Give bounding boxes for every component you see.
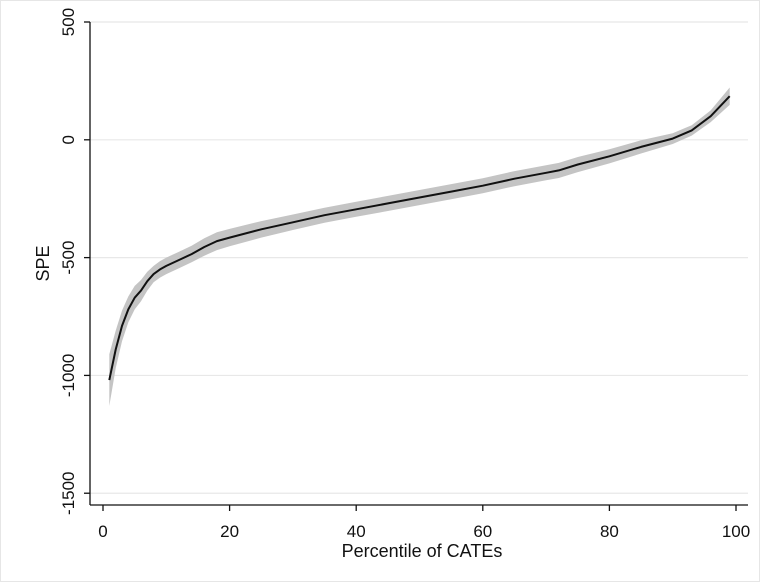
x-tick-label: 60 [473, 522, 492, 541]
y-tick-label: -1000 [59, 354, 78, 397]
x-tick-label: 40 [347, 522, 366, 541]
spe-series-line [108, 95, 731, 381]
x-tick-label: 0 [98, 522, 107, 541]
y-tick-label: -500 [59, 241, 78, 275]
x-axis-title: Percentile of CATEs [342, 541, 503, 561]
y-tick-label: 500 [59, 8, 78, 36]
axes [84, 21, 748, 511]
tick-labels: -1500 -1000 -500 0 500 0 20 40 60 80 100 [59, 8, 750, 541]
y-tick-label: 0 [59, 135, 78, 144]
x-tick-label: 100 [722, 522, 750, 541]
y-axis-title: SPE [33, 245, 53, 281]
x-tick-label: 20 [220, 522, 239, 541]
confidence-band [109, 87, 730, 406]
y-tick-label: -1500 [59, 471, 78, 514]
x-tick-label: 80 [600, 522, 619, 541]
